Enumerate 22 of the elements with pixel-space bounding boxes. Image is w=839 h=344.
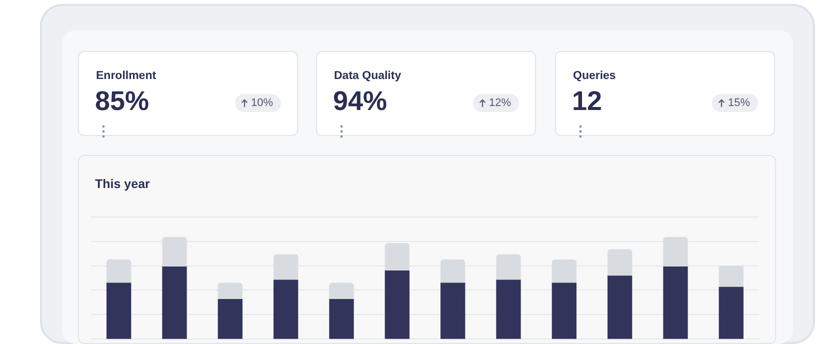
bar (440, 282, 466, 339)
text: 12% (488, 96, 511, 111)
text: Data Quality (334, 70, 402, 82)
text: 12 (572, 86, 602, 117)
bar (329, 299, 354, 339)
bar (718, 286, 744, 339)
text: 10% (250, 96, 273, 111)
bar (496, 280, 521, 339)
text: 85% (95, 86, 150, 117)
bar (663, 266, 688, 339)
text: Queries (573, 70, 616, 82)
bar (218, 299, 242, 339)
bar (274, 280, 298, 339)
bar (162, 266, 187, 339)
bar (106, 282, 132, 339)
text: Enrollment (96, 70, 156, 82)
chart-title: This year (95, 177, 150, 191)
bar (552, 282, 576, 339)
bar (384, 270, 410, 339)
bar (608, 276, 632, 339)
text: 94% (333, 86, 388, 117)
text: 15% (728, 96, 750, 111)
